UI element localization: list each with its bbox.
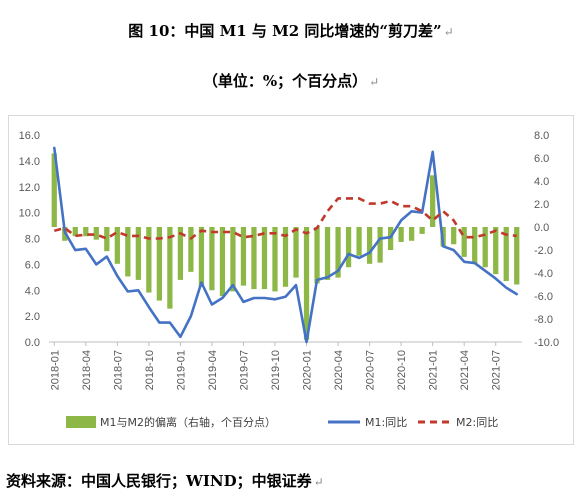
deviation-bar <box>177 227 184 280</box>
right-axis-tick-label: 2.0 <box>534 199 549 211</box>
deviation-bar <box>461 227 467 257</box>
deviation-bar <box>83 227 89 237</box>
deviation-bar <box>135 227 141 280</box>
right-axis-tick-label: -4.0 <box>534 268 553 280</box>
x-axis-tick-label: 2018-10 <box>144 350 156 390</box>
x-axis-tick-label: 2021-01 <box>428 350 440 390</box>
source-note: 资料来源：中国人民银行；WIND；中银证券 ↵ <box>6 470 324 491</box>
x-axis-tick-label: 2019-10 <box>270 350 282 390</box>
x-axis-tick-label: 2018-04 <box>81 350 93 390</box>
deviation-bar <box>219 227 226 296</box>
deviation-bar <box>104 227 110 252</box>
right-axis-tick-label: -6.0 <box>534 291 553 303</box>
right-axis-tick-label: 6.0 <box>534 153 549 165</box>
x-axis-tick-label: 2021-04 <box>459 350 471 390</box>
x-axis-tick-label: 2021-07 <box>491 350 503 390</box>
deviation-bar <box>430 175 436 227</box>
x-axis-tick-label: 2020-10 <box>396 350 408 390</box>
deviation-bar <box>356 227 362 256</box>
deviation-bar <box>335 227 341 278</box>
chart-subtitle-text: （单位：%；个百分点） <box>202 72 368 90</box>
deviation-bar <box>409 227 415 241</box>
right-axis-tick-label: -2.0 <box>534 245 553 257</box>
deviation-bar <box>198 227 205 287</box>
deviation-bar <box>272 227 278 292</box>
chart-title-text: 图 10：中国 M1 与 M2 同比增速的“剪刀差” <box>128 22 442 40</box>
left-axis-tick-label: 16.0 <box>19 130 40 142</box>
deviation-bar <box>72 227 78 237</box>
x-axis-tick-label: 2020-04 <box>333 350 345 390</box>
deviation-bar <box>209 227 215 291</box>
left-axis-tick-label: 10.0 <box>19 208 40 220</box>
deviation-bar <box>93 227 99 240</box>
right-axis-tick-label: 8.0 <box>534 130 549 142</box>
deviation-bar <box>261 227 268 290</box>
deviation-bar <box>514 227 520 285</box>
deviation-bar <box>482 227 488 268</box>
deviation-bar <box>51 153 57 227</box>
deviation-bar <box>230 227 236 292</box>
deviation-bar <box>493 227 499 275</box>
right-axis-tick-label: -10.0 <box>534 337 559 349</box>
paragraph-mark-icon: ↵ <box>443 25 454 39</box>
left-axis-tick-label: 0.0 <box>25 337 40 349</box>
deviation-bar <box>293 227 299 278</box>
left-axis-tick-label: 2.0 <box>25 311 40 323</box>
deviation-bar <box>451 227 457 245</box>
deviation-bar <box>146 227 152 293</box>
deviation-bar <box>419 227 425 234</box>
left-axis-tick-label: 8.0 <box>25 234 40 246</box>
deviation-bar <box>303 227 310 340</box>
deviation-bar <box>503 227 509 282</box>
x-axis-tick-label: 2019-01 <box>175 350 187 390</box>
legend-label-m1: M1:同比 <box>365 416 407 429</box>
deviation-bar <box>251 227 257 290</box>
chart-title: 图 10：中国 M1 与 M2 同比增速的“剪刀差” ↵ <box>0 20 582 41</box>
deviation-bar <box>324 227 331 280</box>
legend-label-deviation: M1与M2的偏离（右轴，个百分点） <box>100 415 276 429</box>
x-axis-tick-label: 2020-01 <box>302 350 314 390</box>
m2-yoy-line <box>53 197 517 240</box>
paragraph-mark-icon: ↵ <box>369 75 380 89</box>
deviation-bar <box>156 227 162 301</box>
paragraph-mark-icon: ↵ <box>313 475 324 489</box>
right-axis-tick-label: 0.0 <box>534 222 549 234</box>
deviation-bar <box>282 227 289 287</box>
chart-subtitle: （单位：%；个百分点） ↵ <box>0 70 582 91</box>
left-axis-tick-label: 6.0 <box>25 259 40 271</box>
legend-bar-swatch <box>66 416 96 428</box>
x-axis-tick-label: 2019-07 <box>238 350 250 390</box>
deviation-bar <box>314 227 320 284</box>
right-axis-tick-label: 4.0 <box>534 176 549 188</box>
deviation-bar <box>398 227 404 242</box>
left-axis-tick-label: 12.0 <box>19 182 40 194</box>
chart-area <box>8 115 574 445</box>
deviation-bar <box>188 227 194 272</box>
legend-label-m2: M2:同比 <box>456 416 498 429</box>
deviation-bar <box>240 227 247 286</box>
left-axis-tick-label: 14.0 <box>19 156 40 168</box>
left-axis-tick-label: 4.0 <box>25 285 40 297</box>
source-note-text: 资料来源：中国人民银行；WIND；中银证券 <box>6 472 312 490</box>
deviation-bar <box>366 227 373 264</box>
deviation-bar <box>377 227 383 263</box>
right-axis-tick-label: -8.0 <box>534 314 553 326</box>
deviation-bar <box>114 227 120 264</box>
deviation-bar <box>345 227 352 268</box>
deviation-bar <box>167 227 173 309</box>
deviation-bar <box>472 227 478 264</box>
x-axis-tick-label: 2020-07 <box>365 350 377 390</box>
x-axis-tick-label: 2019-04 <box>207 350 219 390</box>
deviation-bar <box>125 227 131 277</box>
x-axis-tick-label: 2018-01 <box>49 350 61 390</box>
x-axis-tick-label: 2018-07 <box>112 350 124 390</box>
